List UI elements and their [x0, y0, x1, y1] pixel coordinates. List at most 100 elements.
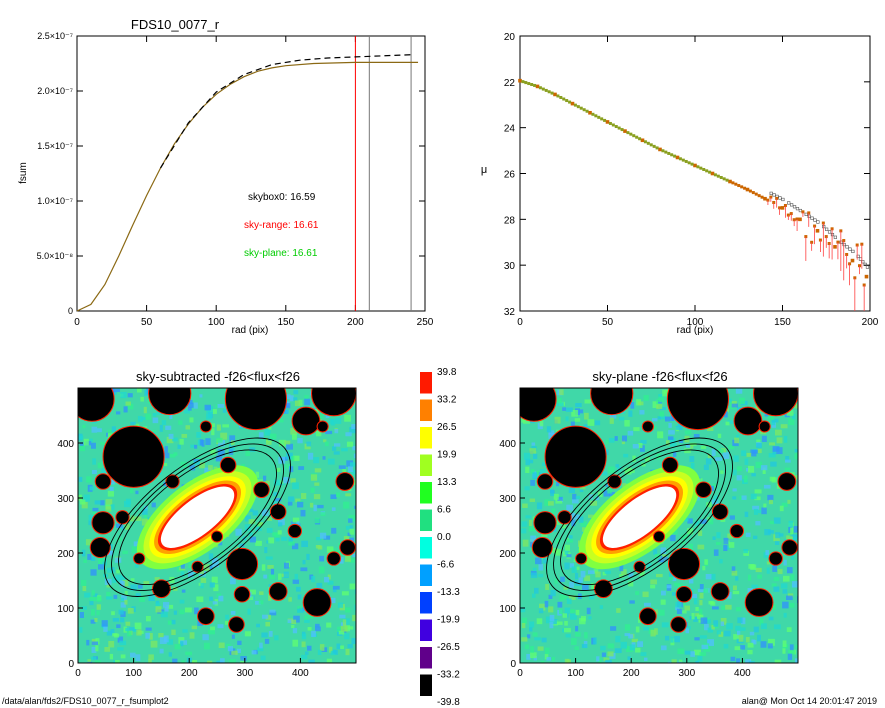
- noise-pixel: [554, 416, 561, 424]
- profile-skybox-point: [778, 196, 782, 200]
- noise-pixel: [687, 518, 693, 524]
- profile-skybox-point: [813, 218, 817, 222]
- masked-star: [733, 406, 763, 436]
- noise-pixel: [657, 431, 664, 439]
- masked-star: [729, 523, 745, 539]
- noise-pixel: [643, 395, 649, 401]
- noise-pixel: [331, 419, 336, 426]
- profile-point: [798, 217, 802, 222]
- profile-xtick-label: 0: [517, 317, 523, 328]
- profile-point: [719, 176, 723, 180]
- noise-pixel: [134, 516, 142, 521]
- noise-pixel: [637, 641, 644, 647]
- masked-star: [89, 536, 111, 559]
- noise-pixel: [87, 553, 92, 560]
- noise-pixel: [736, 434, 740, 440]
- noise-pixel: [767, 494, 774, 501]
- noise-pixel: [686, 444, 691, 448]
- colorbar-swatch: [420, 592, 432, 614]
- noise-pixel: [100, 500, 105, 506]
- noise-pixel: [348, 626, 354, 630]
- noise-pixel: [200, 577, 207, 583]
- profile-point: [640, 138, 645, 143]
- profile-point: [582, 108, 586, 112]
- noise-pixel: [127, 607, 134, 614]
- noise-pixel: [111, 611, 115, 616]
- noise-pixel: [727, 420, 735, 424]
- noise-pixel: [695, 606, 699, 611]
- noise-pixel: [344, 555, 351, 562]
- image-ytick-label: 200: [57, 549, 74, 560]
- noise-pixel: [345, 607, 351, 613]
- noise-pixel: [659, 406, 667, 410]
- noise-pixel: [278, 573, 282, 580]
- noise-pixel: [345, 648, 350, 656]
- colorbar-label: 19.9: [437, 450, 457, 461]
- noise-pixel: [787, 650, 795, 655]
- masked-star: [536, 473, 554, 490]
- fsum-ytick-label: 1.5×10⁻⁷: [37, 141, 73, 151]
- masked-star: [219, 456, 237, 474]
- noise-pixel: [120, 617, 125, 623]
- noise-pixel: [751, 584, 759, 589]
- noise-pixel: [264, 429, 271, 436]
- profile-ylabel: μ: [481, 164, 487, 176]
- masked-star: [758, 420, 771, 433]
- noise-pixel: [83, 494, 90, 502]
- colorbar-swatch: [420, 427, 432, 449]
- noise-pixel: [746, 452, 752, 457]
- noise-pixel: [338, 465, 346, 469]
- image-ytick-label: 400: [499, 439, 516, 450]
- noise-pixel: [188, 402, 194, 408]
- noise-pixel: [711, 625, 715, 630]
- noise-pixel: [628, 581, 634, 587]
- noise-pixel: [106, 591, 111, 597]
- profile-point: [544, 88, 548, 92]
- noise-pixel: [252, 510, 259, 516]
- noise-pixel: [566, 539, 573, 543]
- noise-pixel: [660, 599, 666, 605]
- noise-pixel: [324, 441, 329, 447]
- noise-pixel: [720, 621, 725, 627]
- noise-pixel: [179, 609, 185, 615]
- noise-pixel: [530, 479, 536, 486]
- noise-pixel: [181, 589, 186, 593]
- noise-pixel: [112, 390, 117, 395]
- noise-pixel: [331, 527, 337, 534]
- noise-pixel: [557, 496, 563, 501]
- noise-pixel: [297, 594, 302, 600]
- noise-pixel: [255, 540, 262, 546]
- noise-pixel: [143, 513, 148, 519]
- noise-pixel: [205, 438, 211, 446]
- noise-pixel: [732, 488, 737, 492]
- noise-pixel: [264, 480, 270, 486]
- noise-pixel: [544, 499, 551, 506]
- noise-pixel: [306, 441, 312, 447]
- noise-pixel: [635, 626, 640, 633]
- noise-pixel: [120, 597, 124, 601]
- noise-pixel: [325, 414, 330, 419]
- noise-pixel: [768, 415, 775, 421]
- profile-skybox-point: [863, 262, 867, 267]
- profile-xtick-label: 150: [774, 317, 791, 328]
- aperture-ellipse: [111, 443, 285, 591]
- noise-pixel: [89, 599, 94, 606]
- noise-pixel: [689, 456, 695, 463]
- noise-pixel: [532, 593, 536, 598]
- profile-skybox-point: [825, 227, 829, 231]
- noise-pixel: [766, 561, 772, 565]
- noise-pixel: [563, 595, 568, 600]
- noise-pixel: [651, 426, 657, 430]
- noise-pixel: [720, 470, 724, 474]
- noise-pixel: [715, 541, 721, 546]
- noise-pixel: [289, 466, 294, 473]
- noise-pixel: [185, 651, 193, 656]
- noise-pixel: [710, 601, 716, 606]
- colorbar-swatch: [420, 372, 432, 394]
- noise-pixel: [618, 416, 625, 421]
- noise-pixel: [204, 467, 212, 474]
- noise-pixel: [258, 600, 264, 605]
- sky-subtracted-panel: sky-subtracted -f26<flux<f26 00 100 100 200…: [57, 369, 357, 679]
- noise-pixel: [549, 622, 554, 629]
- noise-pixel: [548, 594, 553, 600]
